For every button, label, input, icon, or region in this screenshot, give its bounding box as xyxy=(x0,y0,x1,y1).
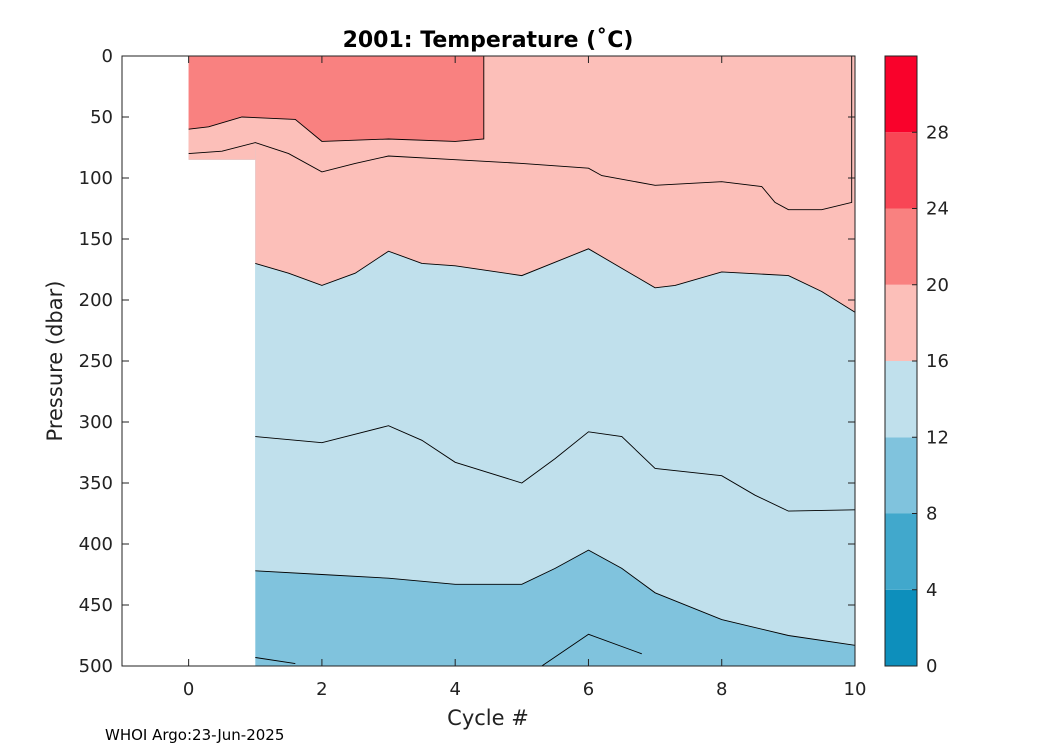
x-tick-label: 2 xyxy=(316,679,327,700)
colorbar-segment xyxy=(885,208,917,285)
contour-16 xyxy=(255,248,856,313)
x-axis: 0 2 4 6 8 10 xyxy=(183,56,867,700)
contour-4 xyxy=(255,657,296,665)
colorbar-tick-label: 8 xyxy=(926,504,937,525)
x-axis-label: Cycle # xyxy=(447,706,529,730)
colorbar-tick-label: 20 xyxy=(926,275,949,296)
contour-4b xyxy=(541,633,642,667)
y-axis: 0 50 100 150 200 250 300 350 400 450 500 xyxy=(79,46,855,677)
colorbar-tick-label: 16 xyxy=(926,351,949,372)
contour-8 xyxy=(255,549,856,646)
colorbar-tick-label: 12 xyxy=(926,427,949,448)
y-tick-label: 100 xyxy=(79,168,113,189)
x-tick-label: 0 xyxy=(183,679,194,700)
colorbar-segment xyxy=(885,437,917,514)
colorbar-segment xyxy=(885,284,917,361)
x-tick-label: 4 xyxy=(449,679,460,700)
colorbar-segment xyxy=(885,513,917,590)
colorbar-tick-label: 24 xyxy=(926,199,949,220)
contour-fills xyxy=(188,56,856,666)
colorbar-tick-label: 0 xyxy=(926,656,937,677)
data-edge xyxy=(189,160,256,666)
contour-12 xyxy=(255,425,856,512)
x-tick-label: 8 xyxy=(716,679,727,700)
colorbar-segment xyxy=(885,56,917,133)
band-20-24 xyxy=(188,56,484,142)
contour-lines xyxy=(188,56,856,667)
chart-title: 2001: Temperature (˚C) xyxy=(343,28,634,53)
y-tick-label: 350 xyxy=(79,473,113,494)
x-tick-label: 6 xyxy=(583,679,594,700)
y-tick-label: 500 xyxy=(79,656,113,677)
y-tick-label: 150 xyxy=(79,229,113,250)
contour-20 xyxy=(188,56,853,211)
x-tick-label: 10 xyxy=(844,679,867,700)
credit-text: WHOI Argo:23-Jun-2025 xyxy=(105,726,284,744)
colorbar-tick-label: 4 xyxy=(926,580,937,601)
y-tick-label: 50 xyxy=(90,107,113,128)
colorbar-tick-label: 28 xyxy=(926,122,949,143)
y-tick-label: 200 xyxy=(79,290,113,311)
y-tick-label: 300 xyxy=(79,412,113,433)
colorbar: 0 4 8 12 16 20 24 28 xyxy=(884,55,949,677)
y-tick-label: 250 xyxy=(79,351,113,372)
contour-24 xyxy=(188,56,485,142)
colorbar-segment xyxy=(885,361,917,438)
band-4-8-patch xyxy=(541,634,642,666)
y-tick-label: 400 xyxy=(79,534,113,555)
y-axis-label: Pressure (dbar) xyxy=(43,281,67,442)
y-tick-label: 450 xyxy=(79,595,113,616)
colorbar-segment xyxy=(885,589,917,666)
y-tick-label: 0 xyxy=(102,46,113,67)
colorbar-segment xyxy=(885,132,917,209)
